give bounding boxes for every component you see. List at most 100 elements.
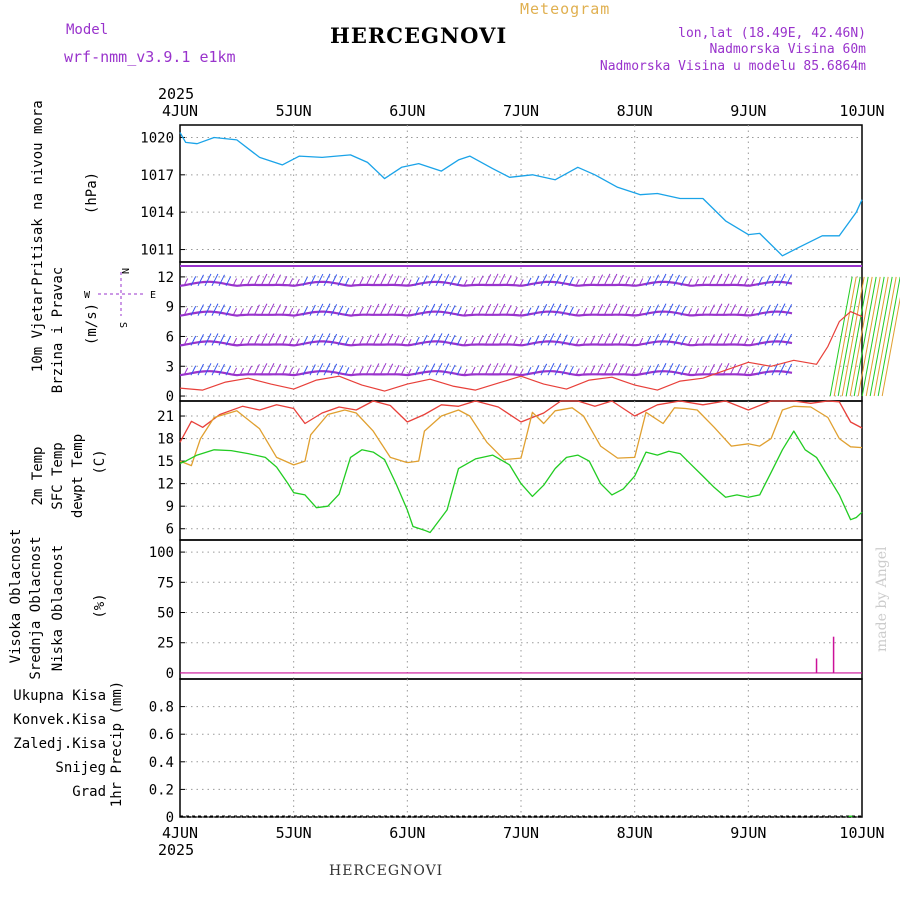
wind-arrow bbox=[295, 278, 300, 287]
x-tick-label-bottom: 6JUN bbox=[389, 824, 425, 842]
wind-arrow bbox=[652, 304, 659, 316]
wind-arrow bbox=[547, 333, 555, 346]
compass-south: S bbox=[117, 322, 128, 328]
wind-arrow bbox=[624, 336, 630, 346]
wind-arrow bbox=[701, 306, 708, 316]
wind-arrow bbox=[190, 335, 197, 346]
wind-arrow bbox=[463, 309, 468, 316]
wind-arrow bbox=[407, 368, 412, 376]
wind-arrow bbox=[204, 363, 212, 376]
wind-arrow bbox=[274, 334, 282, 346]
wind-arrow bbox=[225, 276, 232, 287]
wind-arrow bbox=[344, 277, 350, 287]
wind-arrow bbox=[393, 335, 400, 346]
wind-arrow bbox=[239, 308, 244, 316]
wind-arrow bbox=[218, 304, 225, 316]
wind-arrow bbox=[344, 337, 350, 346]
wind-arrow bbox=[323, 362, 331, 376]
wind-arrow bbox=[778, 273, 786, 287]
wind-arrow bbox=[204, 273, 212, 287]
wind-arrow bbox=[575, 308, 580, 316]
wind-arrow bbox=[708, 304, 715, 316]
wind-arrow bbox=[722, 363, 730, 376]
wind-arrow bbox=[372, 333, 380, 346]
wind-arrow bbox=[246, 306, 253, 316]
wind-arrow bbox=[582, 277, 588, 287]
wind-arrow bbox=[708, 274, 715, 287]
wind-arrow bbox=[337, 365, 344, 376]
wind-arrow bbox=[547, 273, 555, 287]
wind-arrow bbox=[393, 305, 400, 316]
wind-arrow bbox=[785, 363, 793, 376]
wind-arrow bbox=[533, 365, 540, 376]
wind-arrow-strong bbox=[857, 276, 881, 397]
y-tick-label: 6 bbox=[166, 522, 174, 538]
wind-arrow bbox=[232, 337, 238, 346]
wind-arrow bbox=[260, 273, 268, 287]
y-tick-label: 0.2 bbox=[149, 782, 174, 798]
wind-arrow bbox=[652, 274, 659, 287]
wind-arrow bbox=[778, 303, 786, 316]
x-tick-label-bottom: 9JUN bbox=[730, 824, 766, 842]
wind-arrow bbox=[246, 335, 253, 346]
wind-arrow bbox=[239, 338, 244, 346]
x-tick-label-bottom: 10JUN bbox=[839, 824, 884, 842]
wind-arrow-strong bbox=[861, 276, 885, 397]
model-label: Model bbox=[66, 22, 108, 38]
panel-clouds: 0 25 50 75 100 bbox=[149, 539, 863, 682]
wind-arrow bbox=[330, 363, 338, 376]
wind-arrow bbox=[211, 303, 219, 316]
wind-arrow bbox=[694, 338, 699, 346]
wind-arrow bbox=[519, 309, 524, 316]
wind-arrow bbox=[673, 304, 680, 316]
wind-arrow bbox=[421, 305, 428, 316]
wind-arrow bbox=[365, 334, 372, 346]
wind-arrow bbox=[582, 337, 588, 346]
precip-legend-1: Konvek.Kisa bbox=[13, 712, 106, 728]
wind-arrow bbox=[190, 276, 197, 287]
wind-arrow bbox=[239, 278, 244, 287]
precip-legend-0: Ukupna Kisa bbox=[13, 688, 106, 704]
y-tick-label: 12 bbox=[157, 477, 174, 493]
wind-arrow bbox=[519, 368, 524, 376]
wind-arrow bbox=[533, 305, 540, 316]
wind-arrow bbox=[666, 303, 674, 316]
wind-arrow bbox=[610, 363, 618, 376]
wind-arrow bbox=[470, 336, 476, 346]
wind-unit: (m/s) bbox=[84, 303, 100, 345]
wind-arrow bbox=[442, 274, 450, 287]
wind-arrow-strong bbox=[881, 296, 900, 397]
temp-line-1 bbox=[179, 405, 863, 467]
wind-arrow bbox=[407, 338, 412, 346]
wind-arrow bbox=[400, 337, 406, 346]
wind-arrow bbox=[526, 277, 532, 287]
y-tick-label: 0 bbox=[166, 389, 174, 405]
wind-arrow bbox=[512, 277, 518, 287]
y-tick-label: 0.8 bbox=[149, 700, 174, 716]
y-tick-label: 6 bbox=[166, 329, 174, 345]
temperature-unit: (C) bbox=[92, 449, 108, 474]
wind-arrow bbox=[624, 306, 630, 316]
wind-arrow bbox=[253, 334, 260, 346]
wind-arrow bbox=[232, 278, 238, 287]
wind-arrow-strong bbox=[873, 276, 897, 397]
y-tick-label: 9 bbox=[166, 300, 174, 316]
wind-arrow bbox=[351, 279, 356, 287]
wind-arrow bbox=[267, 303, 275, 316]
wind-arrow bbox=[421, 334, 428, 346]
wind-arrow bbox=[463, 368, 468, 376]
wind-arrow bbox=[302, 276, 308, 287]
wind-arrow bbox=[722, 273, 730, 287]
wind-arrow bbox=[554, 363, 562, 376]
wind-arrow bbox=[316, 363, 324, 376]
wind-arrow bbox=[617, 274, 624, 287]
wind-arrow bbox=[589, 365, 596, 376]
wind-arrow bbox=[281, 275, 288, 287]
wind-arrow bbox=[596, 304, 604, 316]
wind-arrow bbox=[309, 334, 316, 346]
wind-arrow bbox=[253, 304, 260, 316]
wind-arrow bbox=[645, 365, 652, 376]
footer-station: HERCEGNOVI bbox=[329, 863, 443, 879]
y-tick-label: 25 bbox=[157, 636, 174, 652]
wind-arrow bbox=[771, 333, 779, 346]
